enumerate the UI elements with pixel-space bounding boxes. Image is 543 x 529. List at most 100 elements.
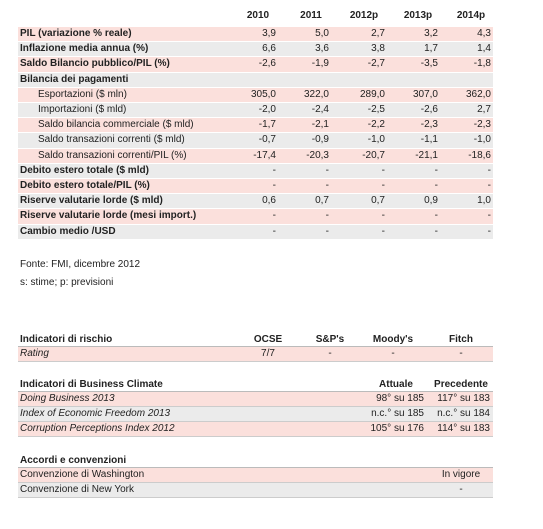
row-label: Convenzione di New York [20,484,134,495]
cell-value: -2,4 [311,104,329,115]
row-label: Cambio medio /USD [20,225,116,237]
row-label: Saldo transazioni correnti/PIL (%) [38,149,187,161]
column-header: 2011 [300,10,322,21]
cell-value: 1,4 [477,43,491,55]
cell-value: -2,2 [367,119,385,131]
cell-value: -1,8 [473,58,491,70]
cell-value: -1,0 [473,134,491,146]
cell-value: - [434,180,438,191]
cell-value: 305,0 [250,88,276,100]
row-background [18,103,493,118]
row-background [18,209,493,224]
cell-value: -2,6 [420,104,438,115]
row-background [18,72,493,87]
cell-value: 2,7 [477,104,491,115]
cell-value: 0,7 [315,195,329,207]
cell-value: -1,0 [367,134,385,146]
row-background [18,118,493,133]
cell-value: - [272,225,276,237]
divider [18,497,493,498]
row-background [18,42,493,57]
cell-value: - [381,210,385,222]
cell-value: - [325,164,329,176]
cell-value: - [487,210,491,222]
cell-value: -20,7 [362,149,385,161]
cell-value: 322,0 [303,88,329,100]
cell-value: -2,1 [311,119,329,131]
divider [18,421,493,422]
divider [18,467,493,468]
cell-value: - [325,180,329,191]
row-background [18,194,493,209]
cell-value: - [272,164,276,176]
row-background [18,468,493,482]
cell-value: -21,1 [415,149,438,161]
row-label: Corruption Perceptions Index 2012 [20,423,175,434]
cell-value: 117° su 183 [437,393,490,404]
row-label: Saldo transazioni correnti ($ mld) [38,134,185,146]
row-background [18,407,493,421]
divider [18,391,493,392]
row-background [18,148,493,163]
cell-value: -17,4 [253,149,276,161]
cell-value: - [487,180,491,191]
row-background [18,133,493,148]
cell-value: 0,7 [371,195,385,207]
cell-value: - [459,348,463,359]
cell-value: -1,9 [311,58,329,70]
row-label: Importazioni ($ mld) [38,104,127,115]
row-background [18,483,493,497]
divider [18,406,493,407]
row-background [18,347,493,361]
cell-value: -2,3 [420,119,438,131]
cell-value: - [459,484,463,495]
row-label: Inflazione media annua (%) [20,43,149,55]
divider [18,482,493,483]
divider [18,436,493,437]
cell-value: - [434,210,438,222]
section-heading: Indicatori di Business Climate [20,379,163,390]
cell-value: -1,1 [420,134,438,146]
cell-value: 5,0 [315,28,329,39]
row-background [18,179,493,194]
row-background [18,163,493,178]
cell-value: 105° su 176 [370,423,425,434]
cell-value: - [325,210,329,222]
row-label: Esportazioni ($ mln) [38,88,127,100]
cell-value: 3,6 [315,43,329,55]
cell-value: 7/7 [261,348,275,359]
row-background [18,27,493,42]
divider [18,346,493,347]
cell-value: -2,7 [367,58,385,70]
cell-value: 114° su 183 [437,423,490,434]
column-header: S&P's [315,334,345,345]
cell-value: - [434,164,438,176]
cell-value: n.c.° su 184 [437,408,490,419]
cell-value: 98° su 185 [376,393,424,404]
section-heading: Indicatori di rischio [20,334,113,345]
cell-value: - [381,225,385,237]
cell-value: 4,3 [477,28,491,39]
cell-value: - [328,348,332,359]
row-label: Riserve valutarie lorde (mesi import.) [20,210,197,222]
row-label: Saldo bilancia commerciale ($ mld) [38,119,194,131]
note: Fonte: FMI, dicembre 2012 [20,259,141,270]
cell-value: 289,0 [359,88,385,100]
cell-value: - [272,180,276,191]
cell-value: - [391,348,395,359]
column-header: 2012p [349,10,379,21]
cell-value: - [487,164,491,176]
column-header: Fitch [449,334,473,345]
row-label: Bilancia dei pagamenti [20,73,129,85]
row-background [18,87,493,102]
cell-value: 1,0 [477,195,491,207]
cell-value: - [272,210,276,222]
row-label: Riserve valutarie lorde ($ mld) [20,195,163,207]
cell-value: -1,7 [258,119,276,131]
cell-value: n.c.° su 185 [371,408,424,419]
row-label: PIL (variazione % reale) [20,28,132,39]
row-background [18,392,493,406]
row-label: Rating [20,348,49,359]
cell-value: -18,6 [468,149,491,161]
